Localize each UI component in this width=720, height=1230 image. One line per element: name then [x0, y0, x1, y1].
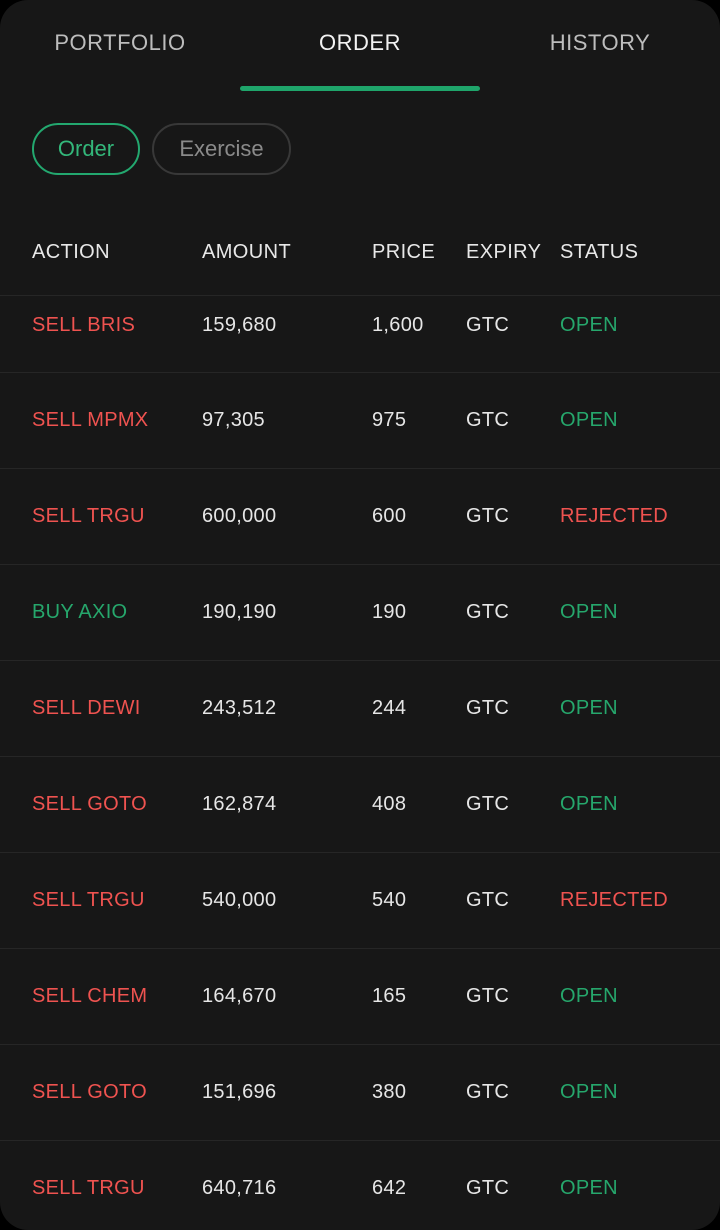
- order-action: BUY AXIO: [32, 601, 128, 623]
- order-expiry: GTC: [466, 793, 510, 815]
- order-status: REJECTED: [560, 505, 668, 527]
- order-row[interactable]: SELL TRGU 540,000 540 GTC REJECTED: [0, 853, 720, 949]
- order-amount: 243,512: [202, 697, 277, 719]
- order-expiry: GTC: [466, 985, 510, 1007]
- order-action: SELL BRIS: [32, 314, 136, 336]
- order-expiry: GTC: [466, 889, 510, 911]
- order-row[interactable]: SELL TRGU 600,000 600 GTC REJECTED: [0, 469, 720, 565]
- order-amount: 190,190: [202, 601, 277, 623]
- order-status: OPEN: [560, 409, 618, 431]
- tab-portfolio[interactable]: PORTFOLIO: [54, 30, 186, 55]
- order-row[interactable]: SELL DEWI 243,512 244 GTC OPEN: [0, 661, 720, 757]
- order-price: 380: [372, 1081, 407, 1103]
- order-row[interactable]: SELL BRIS 159,680 1,600 GTC OPEN: [0, 296, 720, 373]
- exercise-filter-chip[interactable]: Exercise: [152, 123, 291, 175]
- order-action: SELL CHEM: [32, 985, 148, 1007]
- order-status: OPEN: [560, 1081, 618, 1103]
- order-expiry: GTC: [466, 1177, 510, 1199]
- order-status: OPEN: [560, 985, 618, 1007]
- order-action: SELL DEWI: [32, 697, 141, 719]
- order-amount: 164,670: [202, 985, 277, 1007]
- order-price: 408: [372, 793, 407, 815]
- order-amount: 640,716: [202, 1177, 277, 1199]
- order-price: 190: [372, 601, 407, 623]
- order-amount: 151,696: [202, 1081, 277, 1103]
- tab-bar: PORTFOLIO ORDER HISTORY: [0, 0, 720, 92]
- header-amount: AMOUNT: [202, 240, 292, 263]
- order-status: OPEN: [560, 314, 618, 336]
- order-expiry: GTC: [466, 601, 510, 623]
- order-type-filter: Order Exercise: [32, 123, 291, 175]
- header-status: STATUS: [560, 240, 639, 263]
- order-row[interactable]: SELL CHEM 164,670 165 GTC OPEN: [0, 949, 720, 1045]
- order-status: OPEN: [560, 601, 618, 623]
- order-price: 1,600: [372, 314, 424, 336]
- order-status: REJECTED: [560, 889, 668, 911]
- order-expiry: GTC: [466, 314, 510, 336]
- order-price: 244: [372, 697, 407, 719]
- order-price: 600: [372, 505, 407, 527]
- order-filter-chip[interactable]: Order: [32, 123, 140, 175]
- order-action: SELL TRGU: [32, 505, 145, 527]
- order-row[interactable]: SELL MPMX 97,305 975 GTC OPEN: [0, 373, 720, 469]
- order-expiry: GTC: [466, 1081, 510, 1103]
- order-action: SELL MPMX: [32, 409, 149, 431]
- order-action: SELL GOTO: [32, 1081, 147, 1103]
- order-amount: 159,680: [202, 314, 277, 336]
- order-price: 165: [372, 985, 407, 1007]
- order-status: OPEN: [560, 697, 618, 719]
- order-status: OPEN: [560, 793, 618, 815]
- header-price: PRICE: [372, 240, 436, 263]
- order-amount: 162,874: [202, 793, 277, 815]
- order-price: 540: [372, 889, 407, 911]
- header-action: ACTION: [32, 240, 110, 263]
- order-action: SELL TRGU: [32, 889, 145, 911]
- order-row[interactable]: SELL TRGU 640,716 642 GTC OPEN: [0, 1141, 720, 1230]
- order-status: OPEN: [560, 1177, 618, 1199]
- order-expiry: GTC: [466, 505, 510, 527]
- order-amount: 97,305: [202, 409, 265, 431]
- order-row[interactable]: SELL GOTO 151,696 380 GTC OPEN: [0, 1045, 720, 1141]
- order-row[interactable]: SELL GOTO 162,874 408 GTC OPEN: [0, 757, 720, 853]
- order-price: 975: [372, 409, 407, 431]
- tab-history[interactable]: HISTORY: [549, 30, 651, 55]
- table-header: ACTION AMOUNT PRICE EXPIRY STATUS: [0, 212, 720, 296]
- order-price: 642: [372, 1177, 407, 1199]
- header-expiry: EXPIRY: [466, 240, 542, 263]
- order-list: SELL BRIS 159,680 1,600 GTC OPEN SELL MP…: [0, 296, 720, 1230]
- active-tab-indicator: [240, 86, 480, 91]
- order-amount: 540,000: [202, 889, 277, 911]
- order-expiry: GTC: [466, 409, 510, 431]
- order-action: SELL GOTO: [32, 793, 147, 815]
- order-row[interactable]: BUY AXIO 190,190 190 GTC OPEN: [0, 565, 720, 661]
- order-expiry: GTC: [466, 697, 510, 719]
- order-amount: 600,000: [202, 505, 277, 527]
- tab-order[interactable]: ORDER: [319, 30, 401, 55]
- order-action: SELL TRGU: [32, 1177, 145, 1199]
